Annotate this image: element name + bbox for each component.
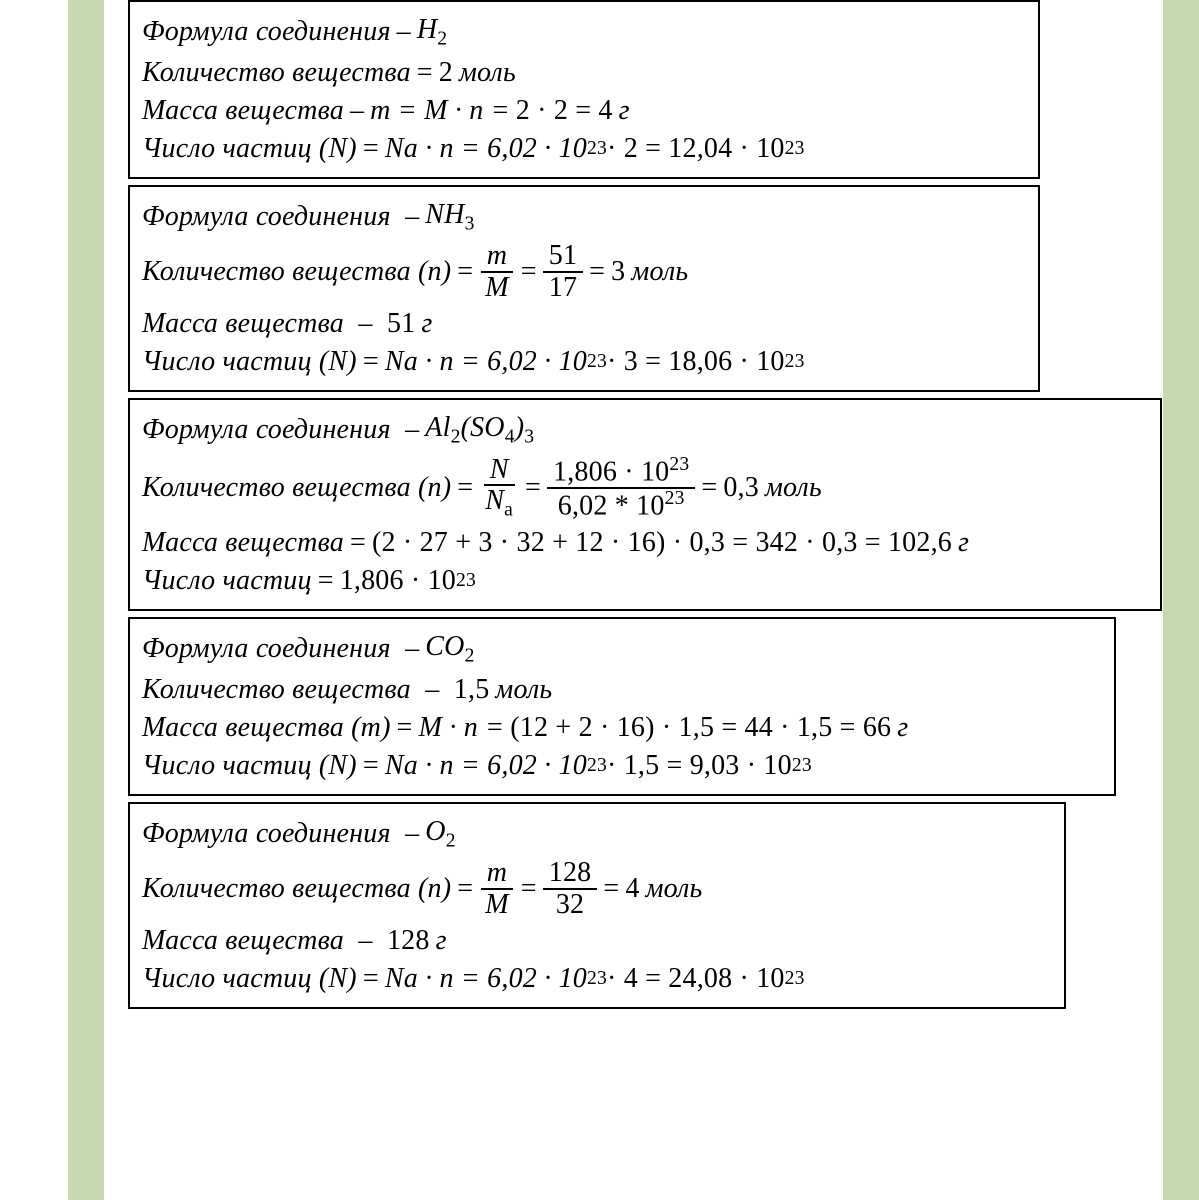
fraction: m M — [479, 858, 515, 919]
particles-line: Число частиц (N) = Na · n = 6,02 · 1023 … — [142, 133, 1026, 165]
formula-line: Формула соединения – Al2(SO4)3 — [142, 412, 1148, 449]
compound: CO2 — [425, 631, 474, 668]
amount-line: Количество вещества = 2 моль — [142, 57, 1026, 89]
page: Формула соединения – H2 Количество вещес… — [0, 0, 1199, 1200]
content-column: Формула соединения – H2 Количество вещес… — [128, 0, 1138, 1015]
compound-box-co2: Формула соединения – CO2 Количество веще… — [128, 617, 1116, 796]
amount-line: Количество вещества (n) = m M = 128 32 =… — [142, 858, 1052, 919]
fraction: 51 17 — [543, 241, 583, 302]
particles-line: Число частиц (N) = Na · n = 6,02 · 1023 … — [142, 346, 1026, 378]
compound-box-o2: Формула соединения – O2 Количество вещес… — [128, 802, 1066, 1009]
mass-line: Масса вещества – 128 г — [142, 925, 1052, 957]
mass-line: Масса вещества – 51 г — [142, 308, 1026, 340]
amount-line: Количество вещества (n) = m M = 51 17 = … — [142, 241, 1026, 302]
amount-line: Количество вещества – 1,5 моль — [142, 674, 1102, 706]
mass-line: Масса вещества – m = M · n = 2 · 2 = 4 г — [142, 95, 1026, 127]
fraction: N Na — [479, 455, 519, 522]
compound-box-nh3: Формула соединения – NH3 Количество веще… — [128, 185, 1040, 392]
decor-bar-left — [68, 0, 104, 1200]
fraction: m M — [479, 241, 515, 302]
mass-line: Масса вещества (m) = M · n = (12 + 2 · 1… — [142, 712, 1102, 744]
fraction: 1,806 · 1023 6,02 * 1023 — [547, 455, 695, 520]
compound-box-al2so43: Формула соединения – Al2(SO4)3 Количеств… — [128, 398, 1162, 611]
formula-line: Формула соединения – O2 — [142, 816, 1052, 853]
decor-bar-right — [1163, 0, 1199, 1200]
compound: NH3 — [425, 199, 474, 236]
fraction: 128 32 — [543, 858, 598, 919]
formula-line: Формула соединения – H2 — [142, 14, 1026, 51]
particles-line: Число частиц (N) = Na · n = 6,02 · 1023 … — [142, 750, 1102, 782]
label-formula: Формула соединения — [142, 16, 391, 48]
compound: O2 — [425, 816, 455, 853]
compound: H2 — [417, 14, 447, 51]
formula-line: Формула соединения – NH3 — [142, 199, 1026, 236]
mass-line: Масса вещества = (2 · 27 + 3 · 32 + 12 ·… — [142, 527, 1148, 559]
compound: Al2(SO4)3 — [425, 412, 534, 449]
particles-line: Число частиц (N) = Na · n = 6,02 · 1023 … — [142, 963, 1052, 995]
compound-box-h2: Формула соединения – H2 Количество вещес… — [128, 0, 1040, 179]
particles-line: Число частиц = 1,806 · 1023 — [142, 565, 1148, 597]
amount-line: Количество вещества (n) = N Na = 1,806 ·… — [142, 455, 1148, 522]
formula-line: Формула соединения – CO2 — [142, 631, 1102, 668]
